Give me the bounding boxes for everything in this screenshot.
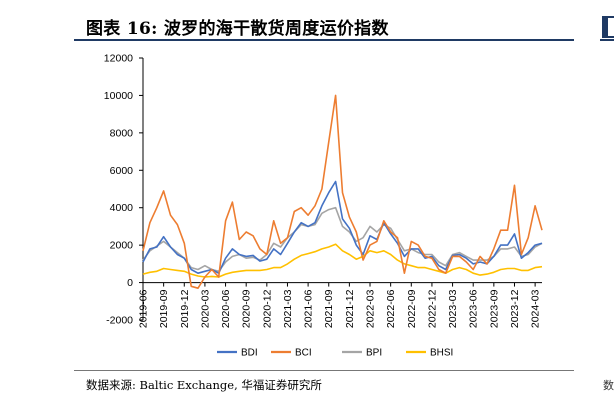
x-tick-label: 2021-09	[323, 289, 335, 328]
y-tick-label: 4000	[110, 202, 134, 214]
x-tick-label: 2019-12	[179, 289, 191, 328]
adjacent-figure-fragment	[600, 16, 614, 38]
x-tick-label: 2021-03	[282, 289, 294, 328]
source-divider	[74, 370, 574, 371]
legend-label-bhsi: BHSI	[430, 348, 453, 359]
x-tick-label: 2020-12	[261, 289, 273, 328]
x-tick-label: 2020-06	[220, 289, 232, 328]
legend-label-bdi: BDI	[241, 348, 258, 359]
figure-title: 图表 16: 波罗的海干散货周度运价指数	[86, 19, 389, 39]
y-tick-label: 0	[127, 277, 133, 289]
x-tick-label: 2022-09	[406, 289, 418, 328]
x-tick-label: 2023-03	[447, 289, 459, 328]
series-line-bci	[142, 94, 543, 290]
x-tick-label: 2024-03	[530, 289, 542, 328]
adjacent-figure-source-fragment: 数	[603, 379, 614, 392]
x-tick-label: 2021-12	[344, 289, 356, 328]
x-tick-label: 2023-06	[468, 289, 480, 328]
x-tick-label: 2022-06	[385, 289, 397, 328]
legend-label-bci: BCI	[295, 348, 312, 359]
x-axis: 2019-06 2019-09 2019-12 2020-03 2020-06 2020-…	[138, 282, 542, 328]
series-line-bhsi	[142, 243, 543, 278]
series-line-bpi	[142, 206, 543, 273]
x-tick-label: 2023-12	[509, 289, 521, 328]
x-tick-label: 2022-03	[365, 289, 377, 328]
x-tick-label: 2020-03	[199, 289, 211, 328]
x-tick-label: 2023-09	[488, 289, 500, 328]
legend-label-bpi: BPI	[366, 348, 382, 359]
y-tick-label: 6000	[110, 165, 134, 177]
series-group	[142, 94, 543, 290]
x-tick-label: 2019-06	[138, 289, 150, 328]
y-tick-label: 10000	[104, 90, 133, 102]
y-tick-label: 12000	[104, 53, 133, 65]
y-tick-label: 2000	[110, 240, 134, 252]
y-axis: -2000 0 2000 4000 6000 8000 10000 12000	[104, 53, 143, 327]
y-tick-label: -2000	[106, 315, 133, 327]
title-underline	[74, 39, 574, 41]
legend: BDI BCI BPI BHSI	[217, 348, 453, 359]
figure-source: 数据来源: Baltic Exchange, 华福证券研究所	[86, 378, 322, 392]
x-tick-label: 2021-06	[303, 289, 315, 328]
series-line-bdi	[142, 180, 543, 275]
adjacent-figure-rule	[600, 39, 614, 41]
x-tick-label: 2022-12	[426, 289, 438, 328]
y-tick-label: 8000	[110, 127, 134, 139]
x-tick-label: 2019-09	[158, 289, 170, 328]
x-tick-label: 2020-09	[241, 289, 253, 328]
